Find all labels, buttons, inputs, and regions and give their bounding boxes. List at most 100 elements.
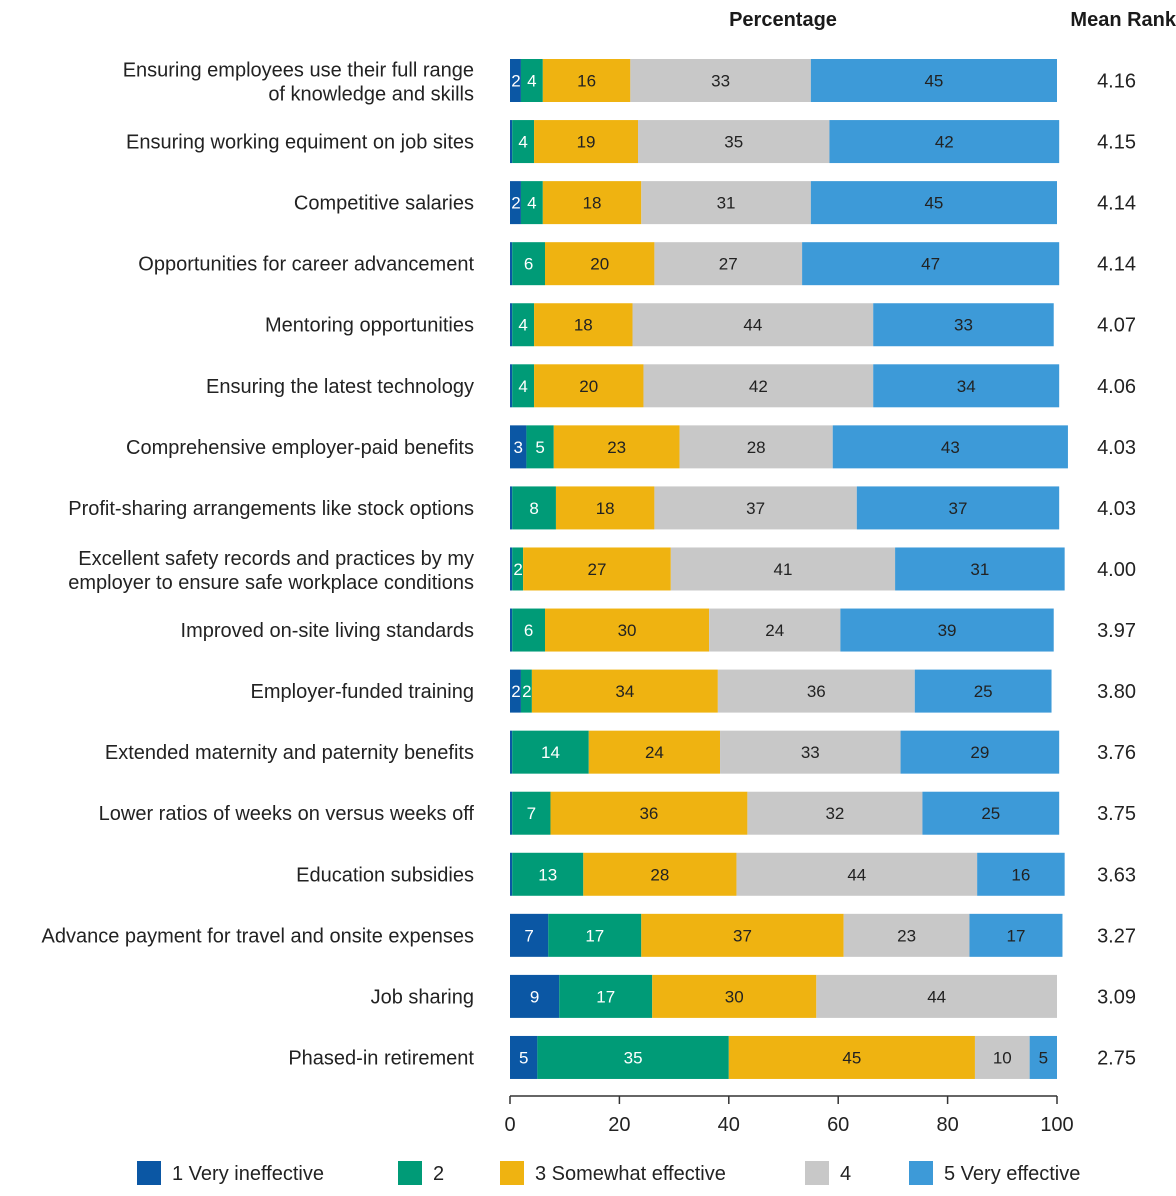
data-label: 23	[607, 438, 626, 457]
data-label: 45	[924, 72, 943, 91]
legend-swatch	[909, 1161, 933, 1185]
bar-row: Extended maternity and paternity benefit…	[105, 730, 1136, 774]
data-label: 39	[938, 621, 957, 640]
mean-rank-value: 3.76	[1097, 742, 1136, 764]
bar-segment	[510, 486, 513, 530]
bar-segment	[641, 913, 844, 957]
bar-segment	[559, 974, 653, 1018]
bar-segment	[873, 303, 1054, 347]
bar-segment	[512, 791, 551, 835]
data-label: 14	[541, 743, 560, 762]
bar-segment	[510, 547, 513, 591]
category-label: Competitive salaries	[294, 193, 474, 215]
bar-segment	[969, 913, 1063, 957]
data-label: 18	[596, 499, 615, 518]
bar-segment	[977, 852, 1065, 896]
bar-segment	[545, 608, 710, 652]
data-label: 44	[927, 987, 946, 1006]
data-label: 2	[513, 560, 522, 579]
data-label: 28	[747, 438, 766, 457]
data-label: 17	[596, 987, 615, 1006]
x-tick-label: 80	[936, 1114, 958, 1136]
data-label: 35	[724, 133, 743, 152]
legend-swatch	[137, 1161, 161, 1185]
data-label: 18	[583, 194, 602, 213]
bar-row: Opportunities for career advancement 6 20 2…	[138, 242, 1136, 286]
category-label: Comprehensive employer-paid benefits	[126, 437, 474, 459]
bar-segment	[630, 59, 811, 102]
data-label: 4	[518, 133, 527, 152]
bar-row: Lower ratios of weeks on versus weeks of…	[99, 791, 1136, 835]
legend-swatch	[398, 1161, 422, 1185]
data-label: 41	[773, 560, 792, 579]
bar-segment	[534, 120, 638, 164]
data-label: 37	[746, 499, 765, 518]
data-label: 2	[522, 682, 531, 701]
data-label: 24	[765, 621, 784, 640]
data-label: 9	[530, 987, 539, 1006]
category-label: Mentoring opportunities	[265, 315, 474, 337]
bar-segment	[717, 669, 915, 713]
bar-segment	[810, 59, 1057, 102]
bar-segment	[537, 1035, 729, 1079]
bar-segment	[512, 303, 535, 347]
data-label: 7	[524, 926, 533, 945]
mean-rank-value: 4.07	[1097, 315, 1136, 337]
data-label: 27	[588, 560, 607, 579]
category-label: Opportunities for career advancement	[138, 254, 474, 276]
mean-rank-value: 3.75	[1097, 803, 1136, 825]
mean-rank-value: 4.15	[1097, 132, 1136, 154]
legend-swatch	[500, 1161, 524, 1185]
bar-segment	[510, 913, 549, 957]
bar-segment	[840, 608, 1054, 652]
data-label: 19	[577, 133, 596, 152]
data-label: 45	[842, 1048, 861, 1067]
bar-row: Comprehensive employer-paid benefits 3 5 23…	[126, 425, 1136, 469]
bar-segment	[542, 181, 642, 225]
bar-segment	[643, 364, 874, 408]
data-label: 20	[590, 255, 609, 274]
category-label: employer to ensure safe workplace condit…	[68, 572, 474, 594]
bar-segment	[1029, 1035, 1057, 1079]
bar-segment	[873, 364, 1060, 408]
data-label: 28	[650, 865, 669, 884]
bar-row: Education subsidies 13 28 44 16 3.63	[296, 852, 1136, 896]
data-label: 36	[639, 804, 658, 823]
bar-row: Improved on-site living standards 6 30 24 39…	[181, 608, 1136, 652]
category-label: Profit-sharing arrangements like stock o…	[68, 498, 474, 520]
bar-segment	[829, 120, 1060, 164]
bar-segment	[736, 852, 978, 896]
x-tick-label: 0	[504, 1114, 515, 1136]
legend-item: 4	[805, 1161, 851, 1185]
bar-segment	[512, 547, 524, 591]
data-label: 44	[743, 316, 762, 335]
bar-segment	[534, 364, 644, 408]
bar-segment	[512, 364, 535, 408]
data-label: 2	[511, 194, 520, 213]
bar-segment	[512, 852, 584, 896]
legend-label: 5 Very effective	[944, 1163, 1080, 1185]
bar-segment	[510, 364, 513, 408]
data-label: 13	[538, 865, 557, 884]
data-label: 2	[511, 682, 520, 701]
mean-rank-value: 2.75	[1097, 1047, 1136, 1069]
x-tick-label: 20	[608, 1114, 630, 1136]
data-label: 24	[645, 743, 664, 762]
bar-row: Advance payment for travel and onsite ex…	[42, 913, 1136, 957]
x-tick-label: 40	[718, 1114, 740, 1136]
bar-segment	[548, 913, 642, 957]
bar-segment	[728, 1035, 975, 1079]
bar-row: Phased-in retirement 5 35 45 10 5 2.75	[288, 1035, 1136, 1079]
bar-segment	[583, 852, 737, 896]
bar-segment	[632, 303, 874, 347]
mean-rank-value: 3.80	[1097, 681, 1136, 703]
category-label: Phased-in retirement	[288, 1047, 474, 1069]
category-label: Lower ratios of weeks on versus weeks of…	[99, 803, 475, 825]
data-label: 16	[577, 72, 596, 91]
bar-segment	[974, 1035, 1030, 1079]
bar-segment	[520, 669, 532, 713]
bar-segment	[709, 608, 841, 652]
bar-segment	[922, 791, 1060, 835]
data-label: 6	[524, 255, 533, 274]
data-label: 43	[941, 438, 960, 457]
